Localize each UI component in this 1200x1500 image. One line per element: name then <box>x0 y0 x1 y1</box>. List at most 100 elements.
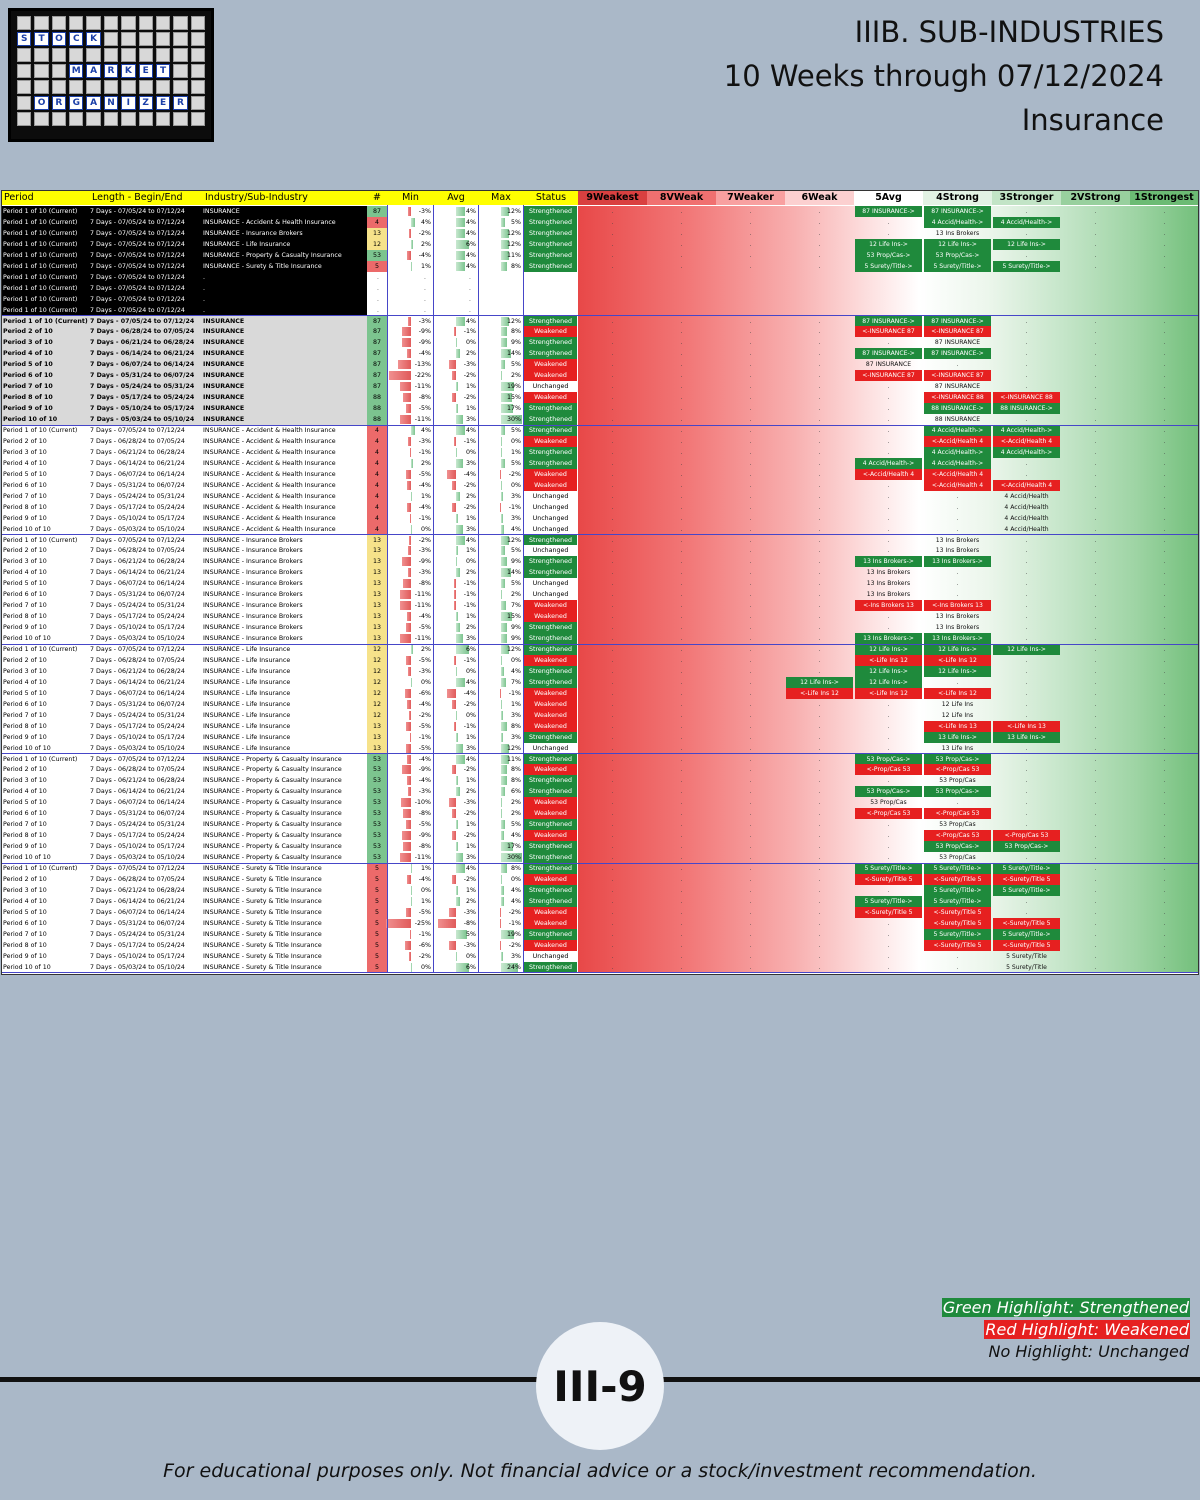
negative-value-bar <box>407 546 411 556</box>
empty-zone-dot: . <box>956 361 959 369</box>
empty-zone-dot: . <box>818 865 821 872</box>
strength-zone-marker: <-Prop/Cas 53 <box>924 808 991 820</box>
period-cell: Period 8 of 10 <box>3 613 47 621</box>
empty-zone-dot: . <box>680 328 683 336</box>
empty-zone-dot: . <box>1094 437 1097 445</box>
avg-cell: 4% <box>466 208 476 215</box>
table-row: Period 5 of 10 7 Days - 06/07/24 to 06/14… <box>2 359 1198 371</box>
positive-value-bar <box>456 864 465 873</box>
positive-value-bar <box>501 885 504 895</box>
logo-tile: O <box>51 32 67 46</box>
strength-zone-marker: <-Accid/Health 4 <box>924 468 991 480</box>
avg-cell: 2% <box>466 350 476 358</box>
row-label-background <box>2 271 367 283</box>
avg-cell: 4% <box>466 678 476 686</box>
empty-zone-dot: . <box>818 908 821 916</box>
length-cell: 7 Days - 05/24/24 to 05/31/24 <box>90 383 195 391</box>
period-cell: Period 2 of 10 <box>3 437 47 445</box>
empty-zone-dot: . <box>1094 843 1097 851</box>
empty-zone-dot: . <box>1163 240 1166 248</box>
empty-zone-dot: . <box>611 952 614 960</box>
row-label-background <box>2 468 367 480</box>
max-cell: -1% <box>508 689 521 697</box>
empty-zone-dot: . <box>680 963 683 971</box>
positive-value-bar <box>456 382 459 392</box>
strength-zone-marker: 12 Life Ins-> <box>924 238 991 250</box>
empty-zone-dot: . <box>749 437 752 445</box>
positive-value-bar <box>456 743 463 753</box>
strength-zone-marker: 12 Life Ins-> <box>855 676 922 688</box>
count-cell: 5 <box>367 950 387 962</box>
negative-value-bar <box>401 338 411 348</box>
empty-zone-dot: . <box>680 678 683 686</box>
empty-zone-dot: . <box>1094 328 1097 336</box>
positive-value-bar <box>501 612 512 622</box>
min-cell: -9% <box>418 328 431 336</box>
column-header: 3Stronger <box>992 191 1061 205</box>
industry-cell: INSURANCE - Accident & Health Insurance <box>203 470 336 478</box>
industry-cell: INSURANCE - Accident & Health Insurance <box>203 437 336 445</box>
negative-value-bar <box>406 699 411 709</box>
empty-zone-dot: . <box>749 941 752 949</box>
empty-zone-dot: . <box>1163 656 1166 664</box>
industry-cell: INSURANCE - Accident & Health Insurance <box>203 492 336 500</box>
strength-zone-background <box>578 567 1198 579</box>
row-label-background <box>2 852 367 864</box>
row-stats-background <box>387 271 578 283</box>
empty-zone-dot: . <box>887 448 890 456</box>
empty-zone-dot: . <box>1025 558 1028 566</box>
empty-zone-dot: . <box>1025 459 1028 467</box>
negative-value-bar <box>451 699 456 709</box>
empty-zone-dot: . <box>680 569 683 577</box>
avg-cell: 3% <box>466 854 476 862</box>
empty-zone-dot: . <box>611 481 614 489</box>
strength-zone-background <box>578 950 1198 962</box>
min-cell: -5% <box>418 908 431 916</box>
empty-zone-dot: . <box>680 865 683 872</box>
empty-zone-dot: . <box>680 810 683 818</box>
positive-value-bar <box>501 645 510 654</box>
count-cell: 88 <box>367 414 387 426</box>
empty-zone-dot: . <box>887 919 890 927</box>
strength-zone-background <box>578 884 1198 896</box>
positive-value-bar <box>456 853 463 863</box>
avg-cell: -2% <box>463 481 476 489</box>
count-cell: 53 <box>367 753 387 765</box>
empty-zone-dot: . <box>1094 317 1097 325</box>
status-cell: Strengthened <box>524 414 577 426</box>
max-cell: 8% <box>511 262 521 270</box>
length-cell: 7 Days - 06/28/24 to 07/05/24 <box>90 437 185 445</box>
row-label-background <box>2 512 367 524</box>
max-cell: 6% <box>511 788 521 796</box>
table-row: Period 2 of 10 7 Days - 06/28/24 to 07/05… <box>2 545 1198 557</box>
strength-zone-background <box>578 852 1198 864</box>
empty-zone-dot: . <box>956 952 959 960</box>
strength-zone-background <box>578 797 1198 809</box>
length-cell: 7 Days - 05/03/24 to 05/10/24 <box>90 525 185 533</box>
strength-zone-background <box>578 490 1198 502</box>
table-row: Period 9 of 10 7 Days - 05/10/24 to 05/17… <box>2 950 1198 962</box>
empty-zone-dot: . <box>749 854 752 862</box>
max-cell: 14% <box>507 350 521 358</box>
min-cell: -11% <box>414 635 431 643</box>
positive-value-bar <box>456 535 465 545</box>
positive-value-bar <box>501 568 511 578</box>
empty-zone-dot: . <box>887 383 890 391</box>
positive-value-bar <box>501 557 508 567</box>
table-row: Period 6 of 10 7 Days - 05/31/24 to 06/07… <box>2 589 1198 601</box>
max-cell: 9% <box>511 558 521 566</box>
empty-zone-dot: . <box>1163 755 1166 763</box>
period-cell: Period 10 of 10 <box>3 525 51 533</box>
group-separator <box>2 315 1198 316</box>
empty-zone-dot: . <box>1094 755 1097 763</box>
avg-cell: 4% <box>466 755 476 763</box>
strength-zone-marker: 87 INSURANCE-> <box>855 206 922 217</box>
max-cell: 9% <box>511 624 521 632</box>
avg-cell: 4% <box>466 427 476 434</box>
empty-zone-dot: . <box>611 722 614 730</box>
empty-zone-dot: . <box>1094 383 1097 391</box>
min-cell: -5% <box>418 744 431 752</box>
industry-cell: INSURANCE <box>203 405 245 413</box>
empty-zone-dot: . <box>680 602 683 610</box>
strength-zone-marker: 53 Prop/Cas-> <box>855 753 922 765</box>
